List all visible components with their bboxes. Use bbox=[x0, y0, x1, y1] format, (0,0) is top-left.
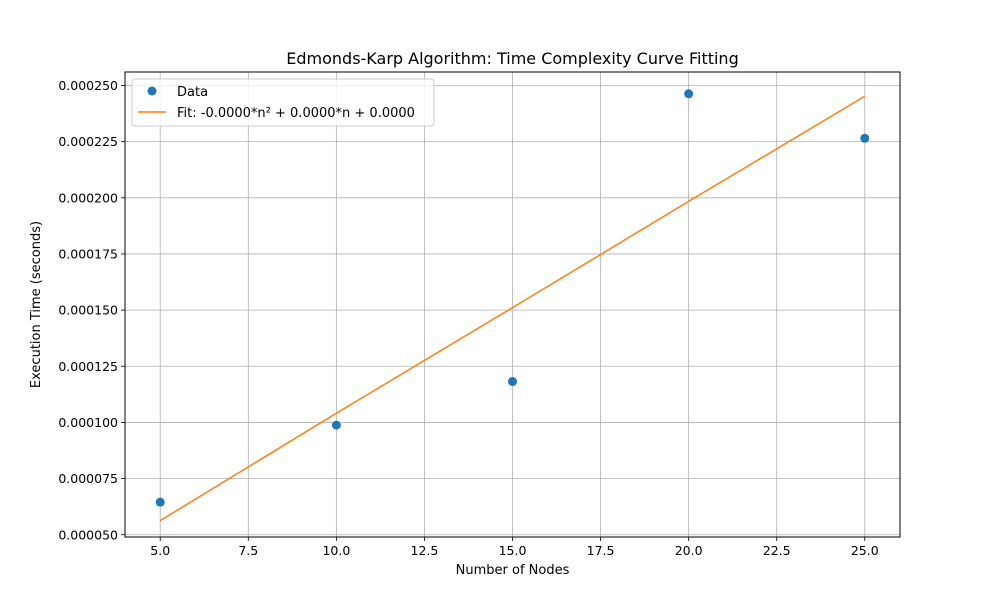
y-tick-label: 0.000125 bbox=[58, 359, 118, 374]
y-tick-label: 0.000175 bbox=[58, 246, 118, 261]
x-tick-label: 17.5 bbox=[587, 543, 615, 558]
data-point bbox=[508, 377, 517, 387]
x-tick-label: 12.5 bbox=[411, 543, 439, 558]
x-tick-label: 7.5 bbox=[238, 543, 258, 558]
fit-line bbox=[159, 95, 866, 522]
x-axis-label: Number of Nodes bbox=[456, 563, 570, 578]
y-tick-label: 0.000075 bbox=[58, 471, 118, 486]
series-layer bbox=[155, 89, 870, 522]
y-tick-label: 0.000050 bbox=[58, 527, 118, 542]
y-tick-label: 0.000100 bbox=[58, 415, 118, 430]
x-tick-label: 22.5 bbox=[763, 543, 791, 558]
data-point bbox=[684, 89, 694, 99]
data-point bbox=[331, 420, 341, 430]
legend-box bbox=[131, 78, 435, 127]
y-tick-label: 0.000225 bbox=[58, 134, 118, 149]
tick-layer: 5.0 7.5 10.0 12.5 15.0 17.5 20.0 22.5 25.0 0.0000… bbox=[58, 78, 878, 558]
y-axis-label: Execution Time (seconds) bbox=[29, 221, 44, 388]
y-tick-label: 0.000150 bbox=[58, 303, 118, 318]
data-point bbox=[860, 133, 870, 143]
chart-title: Edmonds-Karp Algorithm: Time Complexity … bbox=[286, 49, 738, 68]
x-tick-label: 15.0 bbox=[499, 543, 527, 558]
legend-label-fit: Fit: -0.0000*n² + 0.0000*n + 0.0000 bbox=[177, 106, 415, 121]
y-tick-label: 0.000250 bbox=[58, 78, 118, 93]
x-tick-label: 10.0 bbox=[322, 543, 350, 558]
legend-marker-data bbox=[147, 86, 157, 96]
x-tick-label: 25.0 bbox=[851, 543, 879, 558]
legend: Data Fit: -0.0000*n² + 0.0000*n + 0.0000 bbox=[131, 78, 435, 127]
y-tick-label: 0.000200 bbox=[58, 190, 118, 205]
x-tick-label: 5.0 bbox=[150, 543, 170, 558]
legend-label-data: Data bbox=[177, 85, 208, 100]
data-point bbox=[155, 497, 165, 507]
x-tick-label: 20.0 bbox=[675, 543, 703, 558]
